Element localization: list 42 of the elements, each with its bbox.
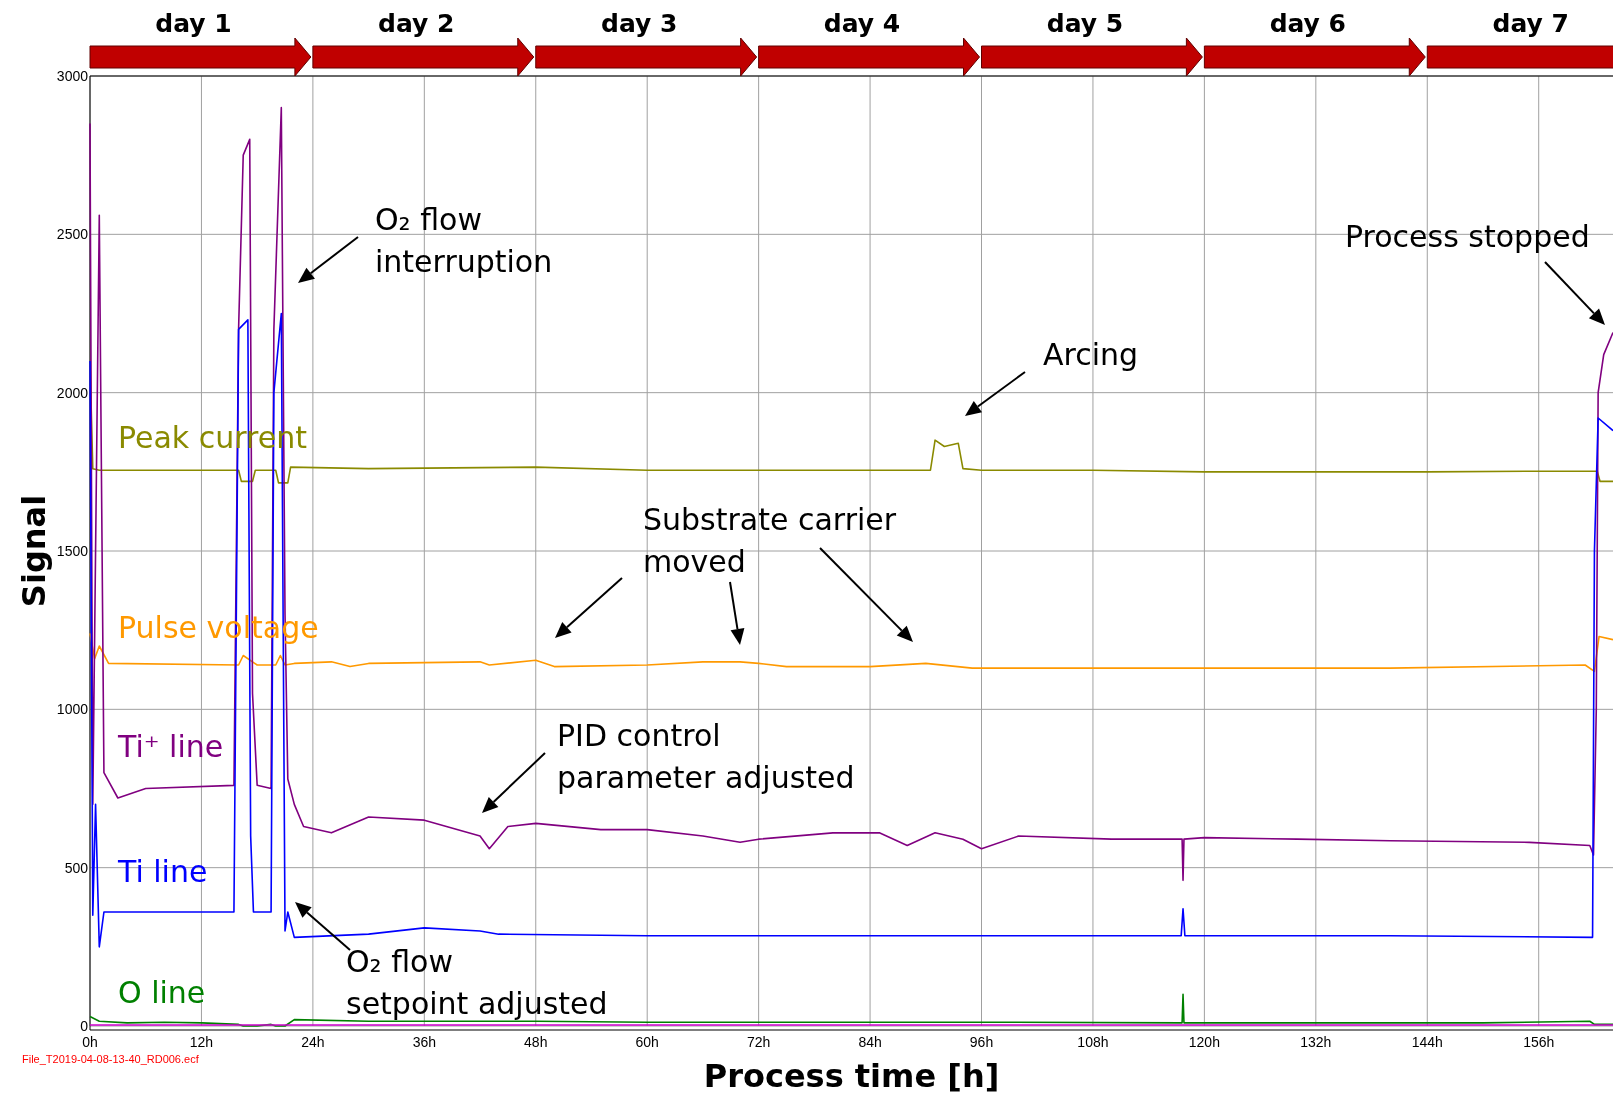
x-tick-label: 12h	[189, 1034, 214, 1050]
text: File_T2019-04-08-13-40_RD006.ecf	[22, 1053, 200, 1065]
annotation: Arcing	[1043, 337, 1139, 372]
series-label: Ti⁺ line	[117, 729, 224, 764]
text: day 6	[1269, 9, 1347, 38]
text: day 2	[378, 9, 455, 38]
x-tick-label: 36h	[412, 1034, 436, 1050]
text: day 5	[1046, 9, 1124, 38]
x-tick-label: 156h	[1523, 1034, 1555, 1050]
x-tick-label: 0h	[82, 1034, 98, 1050]
x-tick-label: 108h	[1077, 1034, 1109, 1050]
annotation: Substrate carrier moved	[643, 502, 897, 579]
y-tick-label: 2000	[56, 384, 89, 401]
x-tick-label: 132h	[1300, 1034, 1332, 1050]
x-tick-label: 60h	[635, 1034, 659, 1050]
annotation: PID control parameter adjusted	[557, 718, 855, 795]
x-tick-label: 24h	[301, 1034, 325, 1050]
annotation: O₂ flow setpoint adjusted	[346, 944, 608, 1021]
y-axis-title: Signal	[15, 494, 53, 608]
series-label: Ti line	[117, 854, 208, 889]
x-tick-label: 48h	[524, 1034, 548, 1050]
x-tick-label: 144h	[1411, 1034, 1443, 1050]
y-tick-label: 500	[64, 859, 89, 876]
text: day 1	[155, 9, 232, 38]
x-axis-title: Process time [h]	[703, 1057, 1000, 1095]
line-series	[89, 106, 1613, 882]
text: day 4	[823, 9, 901, 38]
y-tick-label: 3000	[56, 68, 89, 84]
y-tick-label: 2500	[56, 226, 89, 243]
x-tick-label: 84h	[858, 1034, 882, 1050]
series-label: O line	[118, 975, 206, 1010]
y-tick-label: 1500	[56, 543, 89, 559]
annotation: O₂ flow interruption	[375, 202, 553, 279]
x-tick-label: 120h	[1188, 1034, 1220, 1050]
y-tick-label: 0	[80, 1018, 89, 1034]
y-tick-label: 1000	[56, 701, 89, 718]
annotation: Process stopped	[1345, 219, 1590, 254]
x-tick-label: 96h	[969, 1034, 994, 1050]
text: day 3	[600, 9, 678, 38]
x-tick-label: 72h	[746, 1034, 771, 1050]
text: day 7	[1492, 9, 1569, 38]
line-series	[89, 312, 1613, 948]
